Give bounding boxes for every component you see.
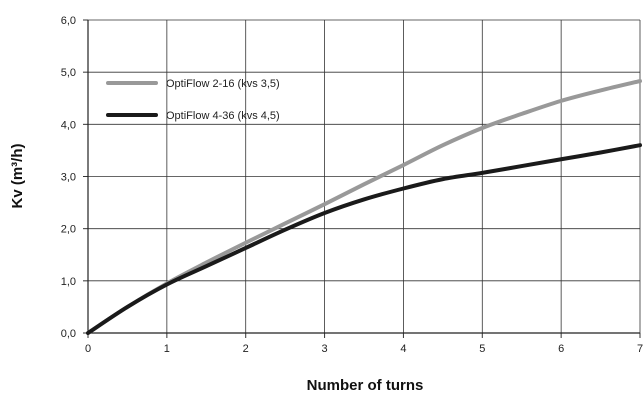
y-axis-title: Kv (m³/h)	[9, 144, 26, 209]
x-tick-label-0: 0	[85, 343, 91, 355]
axes	[83, 19, 641, 338]
y-tick-label-0: 0,0	[61, 328, 76, 340]
y-tick-label-5: 5,0	[61, 67, 76, 79]
y-tick-label-3: 3,0	[61, 172, 76, 184]
x-tick-label-7: 7	[637, 343, 643, 355]
x-tick-label-6: 6	[558, 343, 564, 355]
x-tick-label-3: 3	[322, 343, 328, 355]
x-axis-title: Number of turns	[307, 377, 424, 394]
grid-lines	[88, 19, 641, 333]
legend: OptiFlow 2-16 (kvs 3,5) OptiFlow 4-36 (k…	[106, 78, 280, 122]
series-lines	[86, 79, 642, 335]
x-tick-label-5: 5	[479, 343, 485, 355]
legend-label-optiflow-2-16: OptiFlow 2-16 (kvs 3,5)	[166, 78, 280, 90]
x-tick-label-2: 2	[243, 343, 249, 355]
legend-label-optiflow-4-36: OptiFlow 4-36 (kvs 4,5)	[166, 110, 280, 122]
y-tick-label-6: 6,0	[61, 15, 76, 27]
tick-labels: 0 1 2 3 4 5 6 7 0,0 1,0 2,0 3,0 4,0 5,0 6,0	[61, 15, 643, 355]
x-tick-label-4: 4	[400, 343, 406, 355]
y-tick-label-2: 2,0	[61, 224, 76, 236]
y-tick-label-1: 1,0	[61, 276, 76, 288]
x-tick-label-1: 1	[164, 343, 170, 355]
y-tick-label-4: 4,0	[61, 119, 76, 131]
series-line-optiflow-4-36	[86, 143, 642, 335]
